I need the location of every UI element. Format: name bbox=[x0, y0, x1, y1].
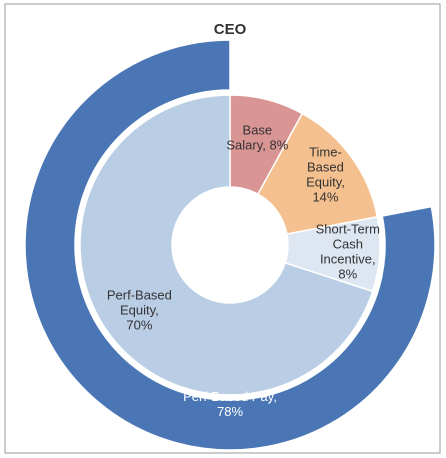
data-label: Equity, bbox=[120, 302, 159, 317]
outer-slice bbox=[24, 39, 436, 451]
data-label: Perf-Based bbox=[107, 287, 172, 302]
data-label: Based bbox=[307, 160, 344, 175]
data-label: Base bbox=[243, 122, 273, 137]
inner-slice bbox=[79, 94, 374, 396]
data-label: Perf-Based Pay, bbox=[183, 389, 277, 404]
data-label: Short-Term bbox=[316, 221, 380, 236]
data-label: 8% bbox=[338, 266, 357, 281]
data-label: 14% bbox=[312, 190, 338, 205]
data-label: Time- bbox=[309, 145, 342, 160]
data-label: 78% bbox=[217, 404, 243, 419]
data-label: Cash bbox=[333, 236, 363, 251]
data-label: Equity, bbox=[306, 175, 345, 190]
data-label: Salary, 8% bbox=[226, 137, 288, 152]
data-label: 70% bbox=[126, 317, 152, 332]
data-label: Incentive, bbox=[320, 251, 376, 266]
chart-title: CEO bbox=[214, 21, 247, 38]
